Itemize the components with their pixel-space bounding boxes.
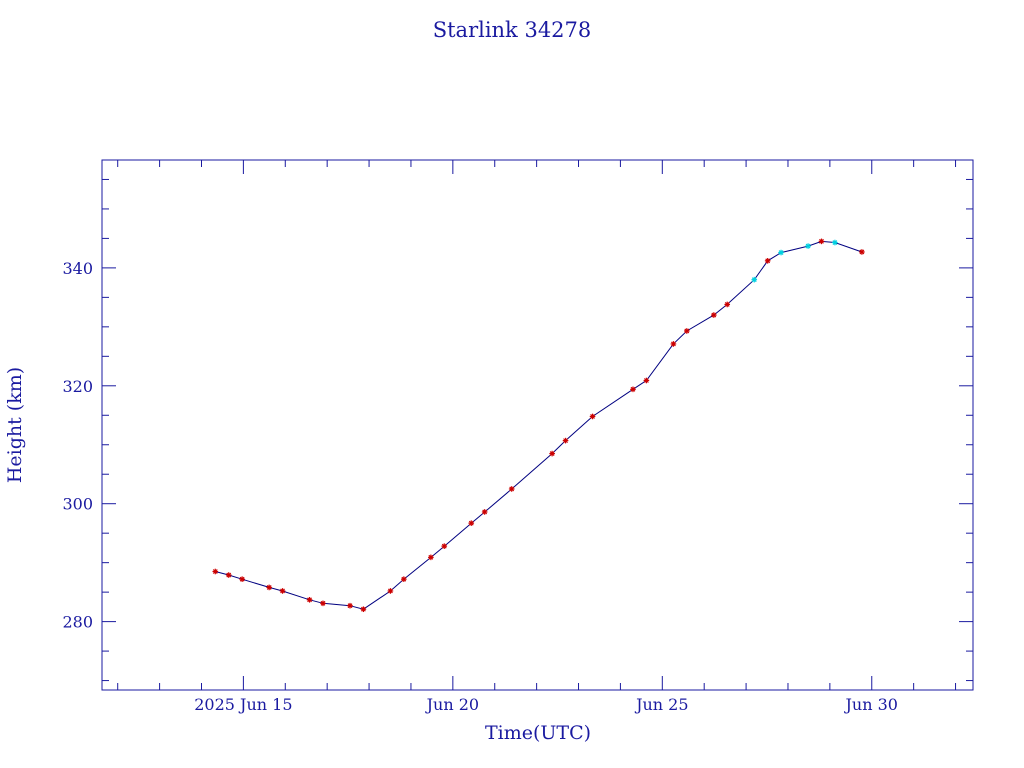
series-line <box>215 240 863 610</box>
data-point <box>360 606 367 613</box>
data-point <box>764 258 771 264</box>
data-point <box>818 238 825 245</box>
data-point <box>320 600 326 607</box>
x-tick-label: Jun 20 <box>425 695 479 714</box>
data-point <box>441 543 448 549</box>
plot-border <box>101 159 974 691</box>
y-tick-label: 300 <box>62 495 93 514</box>
tick-labels: 280 300 320 340 2025 Jun 15 Jun 20 Jun 25 Jun 3… <box>62 259 898 714</box>
series-layer <box>212 238 865 613</box>
data-point <box>279 588 286 594</box>
data-point <box>508 486 515 492</box>
plot-frame <box>101 159 974 691</box>
data-point <box>589 413 596 420</box>
data-point <box>239 576 245 582</box>
data-point <box>778 249 784 256</box>
data-point <box>481 509 488 515</box>
data-point <box>670 341 677 347</box>
y-tick-label: 320 <box>62 377 93 396</box>
data-point <box>347 602 353 609</box>
data-point <box>832 239 838 246</box>
data-point <box>549 450 555 457</box>
x-tick-label: 2025 Jun 15 <box>194 695 292 714</box>
data-point <box>225 572 232 578</box>
y-tick-label: 280 <box>62 613 93 632</box>
x-axis-label: Time(UTC) <box>485 722 591 744</box>
y-tick-label: 340 <box>62 259 93 278</box>
data-point <box>212 568 219 575</box>
data-point <box>428 554 434 561</box>
data-point <box>401 576 407 582</box>
data-point <box>266 584 272 591</box>
y-axis-label: Height (km) <box>4 367 26 483</box>
data-point <box>630 386 636 393</box>
data-point <box>859 249 865 255</box>
data-point <box>306 596 313 603</box>
data-point <box>805 243 811 249</box>
data-point <box>711 312 717 318</box>
data-point <box>683 328 690 334</box>
data-point <box>468 520 475 526</box>
data-point <box>643 377 650 384</box>
axis-ticks <box>102 160 973 690</box>
x-tick-label: Jun 25 <box>634 695 688 714</box>
x-tick-label: Jun 30 <box>844 695 898 714</box>
data-point <box>724 301 731 308</box>
data-point <box>562 437 569 444</box>
chart-title: Starlink 34278 <box>433 18 592 42</box>
data-point <box>751 276 758 283</box>
data-point <box>387 588 394 594</box>
